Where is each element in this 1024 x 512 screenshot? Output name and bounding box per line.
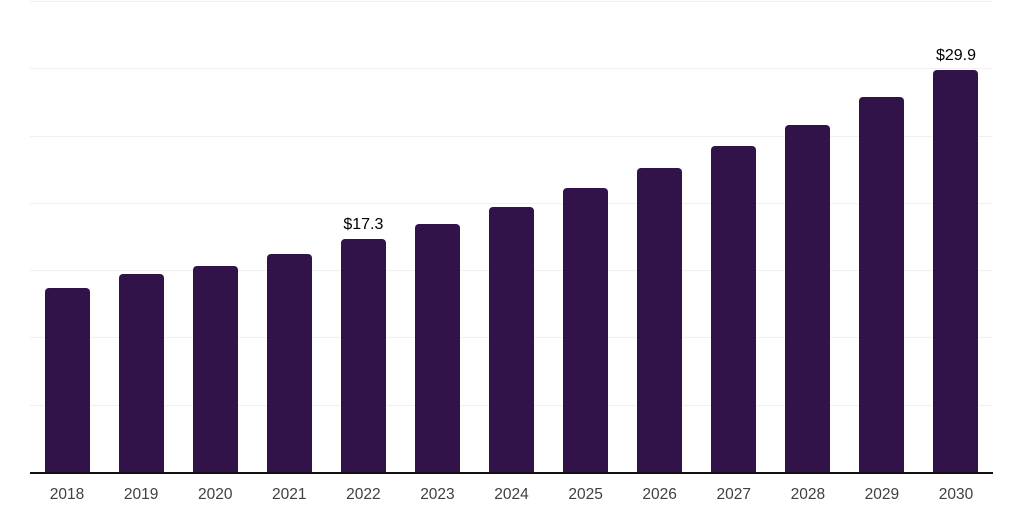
x-axis-labels: 2018 2019 2020 2021 2022 2023 2024 2025 2026 2027… bbox=[30, 475, 993, 504]
x-tick-label-2021: 2021 bbox=[272, 486, 307, 503]
x-tick-label-2030: 2030 bbox=[938, 486, 974, 503]
bar-slot-2022: $17.3 bbox=[326, 1, 400, 472]
bar-2022 bbox=[340, 239, 386, 472]
bar-2023 bbox=[414, 224, 460, 472]
x-tick-label-2029: 2029 bbox=[864, 486, 900, 503]
gridline-y-25 bbox=[30, 135, 993, 137]
bar-slot-2024 bbox=[474, 1, 548, 472]
bar-chart: $17.3 $29.9 2018 2019 2020 2021 2022 2023 2024 2… bbox=[30, 0, 993, 512]
bar-2028 bbox=[785, 124, 831, 472]
x-tick-label-2027: 2027 bbox=[716, 486, 751, 503]
x-tick-label-2022: 2022 bbox=[346, 486, 381, 503]
x-tick-label-2019: 2019 bbox=[123, 486, 159, 503]
bar-slot-2020 bbox=[178, 1, 252, 472]
bar-2027 bbox=[711, 146, 757, 472]
bar-slot-2028 bbox=[771, 1, 845, 472]
bar-slot-2025 bbox=[549, 1, 623, 472]
gridline-y-30 bbox=[30, 68, 993, 70]
data-label-2030: $29.9 bbox=[935, 46, 976, 64]
bar-2021 bbox=[266, 254, 312, 472]
bar-slot-2029 bbox=[845, 1, 919, 472]
x-tick-label-2023: 2023 bbox=[420, 486, 455, 503]
plot-area: $17.3 $29.9 bbox=[30, 1, 993, 474]
bar-slot-2030: $29.9 bbox=[919, 1, 993, 472]
bar-slot-2019 bbox=[104, 1, 178, 472]
bar-2026 bbox=[637, 167, 683, 472]
x-tick-label-2026: 2026 bbox=[642, 486, 677, 503]
bar-2029 bbox=[859, 96, 905, 472]
bar-2019 bbox=[118, 274, 164, 472]
bars-layer: $17.3 $29.9 bbox=[30, 1, 993, 472]
bar-2030 bbox=[933, 69, 979, 472]
x-tick-label-2018: 2018 bbox=[49, 486, 85, 503]
bar-slot-2026 bbox=[623, 1, 697, 472]
x-tick-label-2025: 2025 bbox=[568, 486, 603, 503]
x-tick-label-2020: 2020 bbox=[197, 486, 233, 503]
bar-2025 bbox=[563, 188, 609, 472]
bar-2020 bbox=[192, 266, 238, 472]
bar-slot-2027 bbox=[697, 1, 771, 472]
gridline-y-20 bbox=[30, 202, 993, 204]
bar-slot-2023 bbox=[400, 1, 474, 472]
gridline-y-35 bbox=[30, 1, 993, 2]
bar-2018 bbox=[44, 287, 90, 472]
bar-2024 bbox=[489, 206, 534, 472]
x-tick-label-2024: 2024 bbox=[494, 486, 529, 503]
x-tick-label-2028: 2028 bbox=[790, 486, 826, 503]
bar-slot-2018 bbox=[30, 1, 104, 472]
data-label-2022: $17.3 bbox=[343, 216, 384, 234]
bar-slot-2021 bbox=[252, 1, 326, 472]
